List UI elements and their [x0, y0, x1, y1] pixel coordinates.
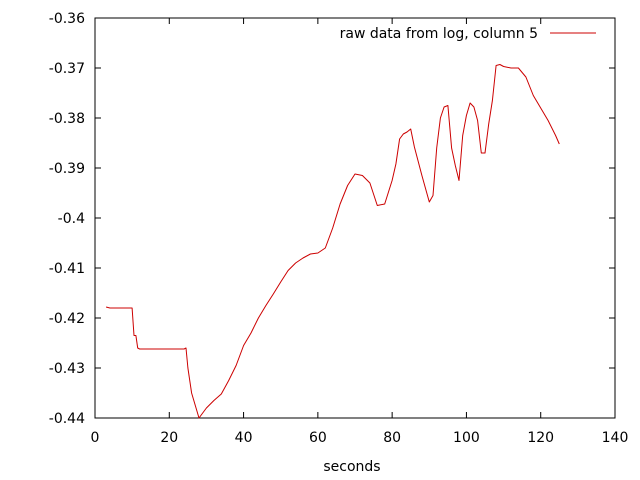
x-axis-ticks: 0 20 40 60 80 100 120 140: [91, 18, 629, 446]
y-axis-ticks: -0.44 -0.43 -0.42 -0.41 -0.4 -0.39 -0.38 -0.37 -…: [49, 11, 615, 427]
x-tick-label: 20: [160, 430, 178, 446]
y-tick-label: -0.43: [49, 361, 85, 377]
y-tick-label: -0.41: [49, 261, 85, 277]
y-tick-label: -0.36: [49, 11, 85, 27]
x-tick-label: 60: [309, 430, 327, 446]
y-tick-label: -0.4: [58, 211, 85, 227]
x-axis-label: seconds: [323, 459, 380, 475]
y-tick-label: -0.37: [49, 61, 85, 77]
y-tick-label: -0.44: [49, 411, 85, 427]
series-layer: [105, 64, 560, 419]
y-tick-label: -0.38: [49, 111, 85, 127]
plot-frame: [94, 17, 616, 419]
x-tick-label: 80: [383, 430, 401, 446]
x-tick-label: 40: [235, 430, 253, 446]
legend: raw data from log, column 5: [340, 26, 596, 42]
x-tick-label: 0: [91, 430, 100, 446]
x-tick-label: 100: [453, 430, 480, 446]
y-tick-label: -0.39: [49, 161, 85, 177]
x-tick-label: 120: [527, 430, 554, 446]
y-tick-label: -0.42: [49, 311, 85, 327]
series-line: [105, 64, 560, 419]
legend-label: raw data from log, column 5: [340, 26, 538, 42]
x-tick-label: 140: [602, 430, 629, 446]
